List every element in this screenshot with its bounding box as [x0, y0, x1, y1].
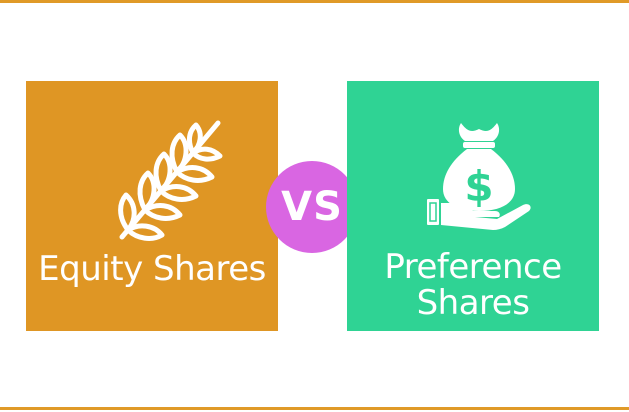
- preference-shares-label: Preference Shares: [347, 249, 599, 321]
- equity-shares-panel: Equity Shares: [26, 81, 278, 331]
- bottom-rule: [0, 407, 629, 410]
- vs-badge: VS: [266, 161, 358, 253]
- wheat-icon: [118, 120, 223, 241]
- preference-shares-label-line2: Shares: [416, 283, 530, 323]
- equity-shares-label: Equity Shares: [38, 249, 266, 289]
- svg-text:$: $: [464, 162, 493, 211]
- money-bag-hand-icon: $: [427, 123, 531, 230]
- preference-shares-label-line1: Preference: [384, 247, 562, 287]
- top-rule: [0, 0, 629, 3]
- preference-shares-panel: $ Preference Shares: [347, 81, 599, 331]
